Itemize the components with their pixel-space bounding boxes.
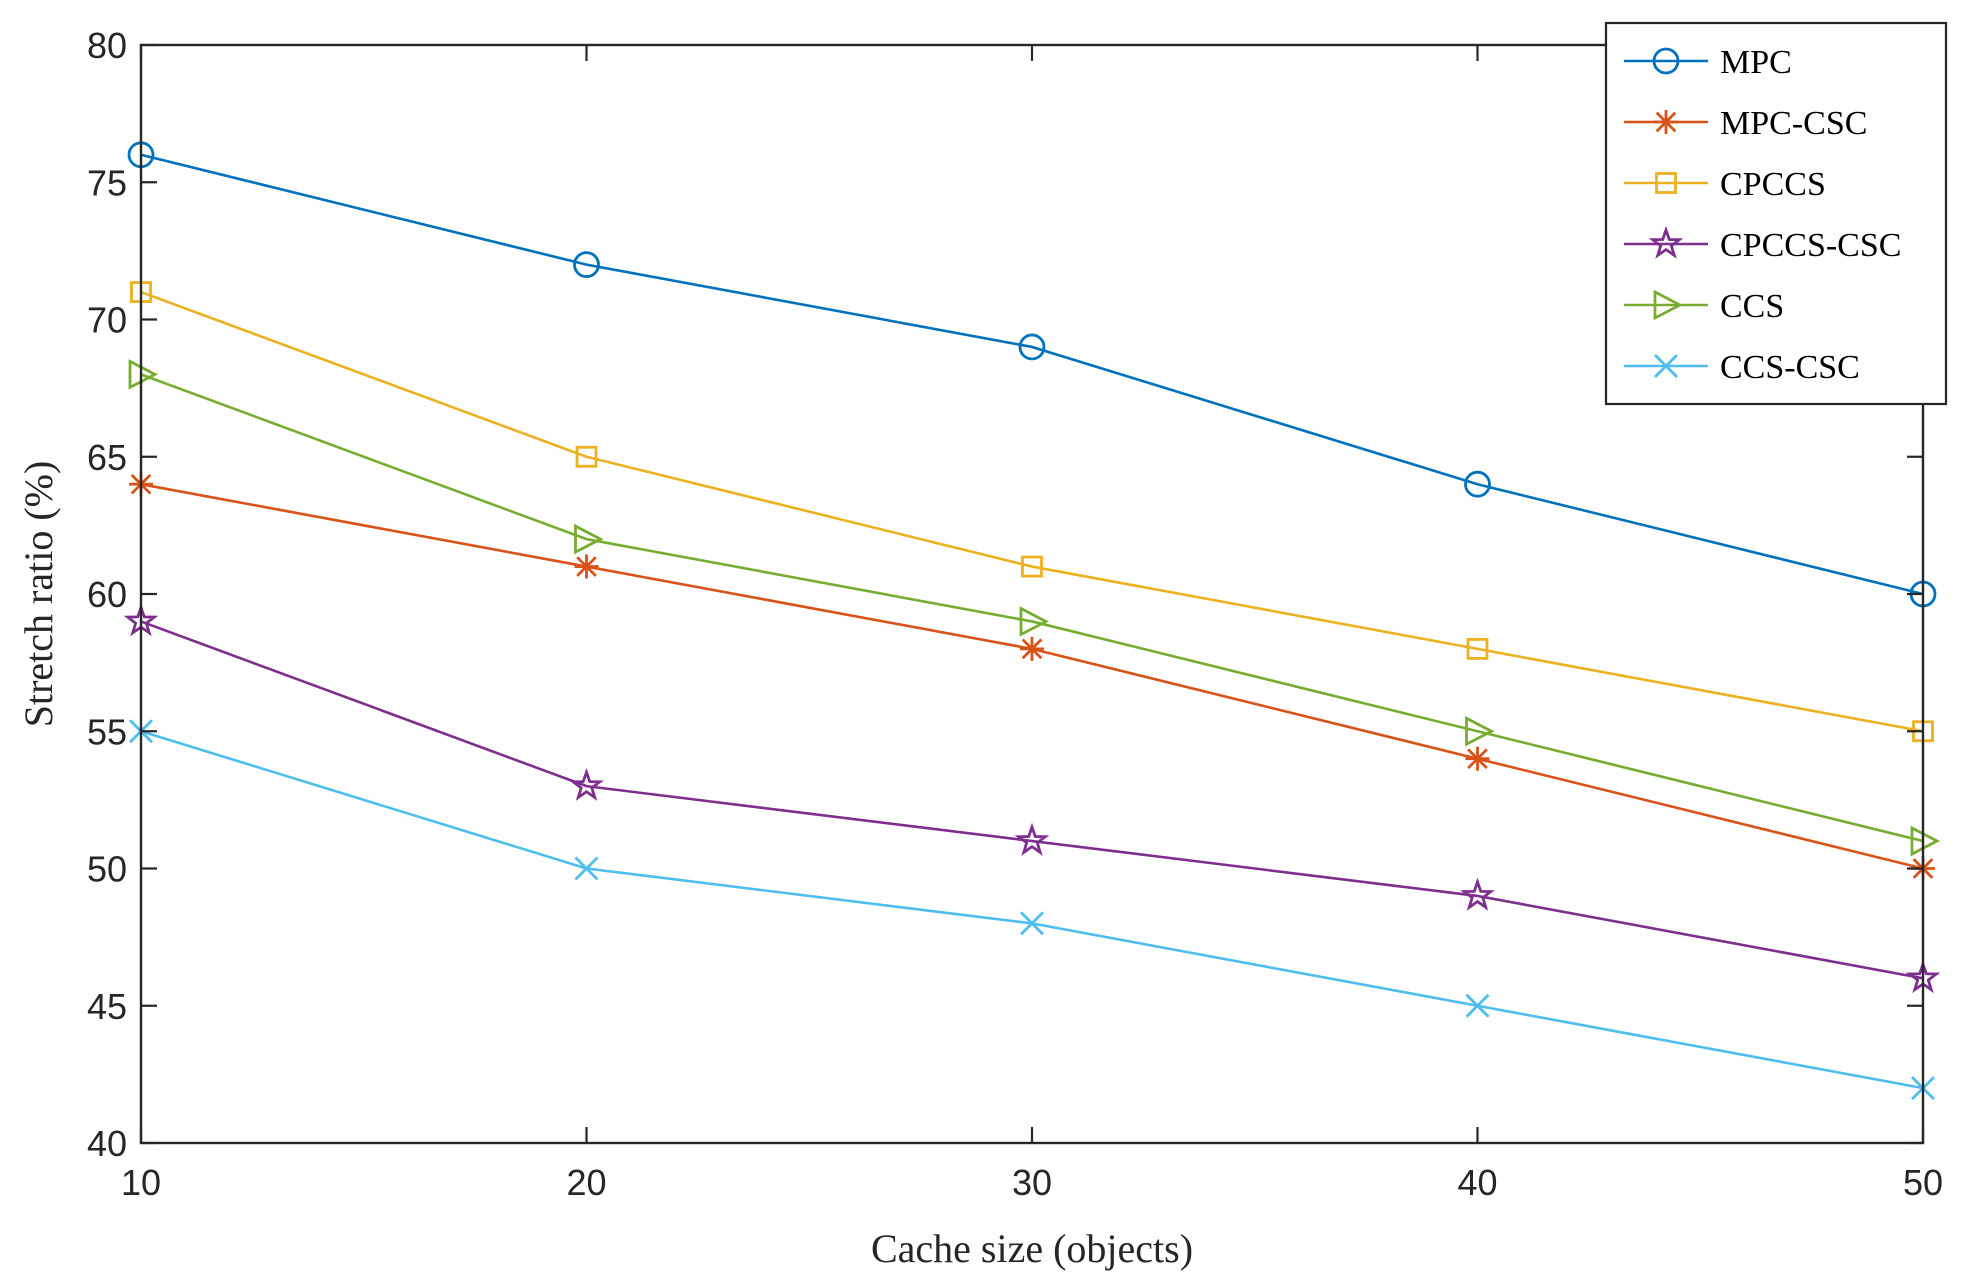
data-point-cpccs-30	[1021, 555, 1043, 578]
y-axis-title: Stretch ratio (%)	[16, 461, 61, 728]
legend-box	[1604, 21, 1948, 406]
legend-entry-mpc: MPC	[1624, 44, 1792, 81]
x-tick-label: 40	[1457, 1162, 1497, 1203]
data-point-ccs-50	[1910, 825, 1941, 857]
x-tick-label: 30	[1012, 1162, 1052, 1203]
data-point-ccs-20	[574, 523, 604, 555]
data-point-mpc-csc-30	[1020, 636, 1044, 661]
series-line-mpc	[140, 153, 1924, 596]
legend-label-ccs: CCS	[1720, 288, 1784, 325]
data-point-ccs-40	[1465, 715, 1495, 747]
series-line-ccs	[140, 373, 1924, 843]
axes: 10 20 30 40 50 40 45 50 55 60 65 70 75 80	[87, 25, 1943, 1203]
legend-marker-cpccs-csc	[1648, 225, 1684, 259]
x-tick-label: 20	[566, 1162, 606, 1203]
data-point-cpccs-csc-30	[1014, 822, 1050, 856]
legend-entry-ccs: CCS	[1624, 288, 1784, 325]
data-point-cpccs-40	[1466, 638, 1489, 660]
legend-entry-ccs-csc: CCS-CSC	[1624, 349, 1860, 386]
data-point-mpc-20	[573, 251, 600, 279]
y-tick-label: 65	[87, 437, 127, 478]
x-tick-label: 10	[121, 1162, 161, 1203]
x-axis-title: Cache size (objects)	[871, 1226, 1193, 1271]
data-point-cpccs-20	[575, 445, 598, 468]
data-point-ccs-csc-20	[574, 856, 599, 881]
legend-label-mpc-csc: MPC-CSC	[1720, 105, 1867, 142]
data-point-cpccs-csc-20	[569, 767, 604, 801]
y-tick-label: 50	[87, 849, 127, 890]
y-tick-label: 75	[87, 162, 127, 203]
y-tick-label: 55	[87, 711, 127, 752]
legend-label-cpccs: CPCCS	[1720, 166, 1826, 203]
data-point-ccs-csc-30	[1020, 911, 1044, 936]
data-point-ccs-10	[128, 359, 159, 390]
legend: MPC MPC-CSC CPCCS CPCCS-CSC CCS CCS-CSC	[1604, 21, 1948, 406]
y-tick-label: 60	[87, 574, 127, 615]
series-line-cpccs	[140, 290, 1924, 733]
y-tick-label: 70	[87, 300, 127, 341]
data-point-cpccs-csc-40	[1460, 877, 1495, 911]
series-ccs	[128, 359, 1941, 857]
data-point-mpc-csc-20	[574, 554, 599, 579]
y-tick-label: 40	[87, 1123, 127, 1164]
legend-label-cpccs-csc: CPCCS-CSC	[1720, 227, 1901, 264]
legend-entry-mpc-csc: MPC-CSC	[1624, 105, 1867, 142]
legend-marker-ccs-csc	[1654, 354, 1678, 378]
x-tick-label: 50	[1903, 1162, 1943, 1203]
data-point-mpc-csc-40	[1465, 746, 1490, 771]
series-cpccs-csc	[123, 603, 1941, 994]
legend-label-mpc: MPC	[1720, 44, 1792, 81]
data-point-mpc-40	[1464, 470, 1491, 498]
data-point-ccs-30	[1019, 606, 1050, 637]
legend-entry-cpccs-csc: CPCCS-CSC	[1624, 225, 1901, 264]
y-tick-label: 45	[87, 986, 127, 1027]
legend-marker-ccs	[1653, 289, 1684, 321]
data-point-mpc-30	[1018, 333, 1046, 361]
data-point-ccs-csc-40	[1465, 993, 1490, 1018]
series-line-cpccs-csc	[140, 620, 1924, 980]
legend-entry-cpccs: CPCCS	[1624, 166, 1826, 203]
legend-marker-cpccs	[1655, 172, 1677, 194]
legend-marker-mpc-csc	[1654, 110, 1678, 134]
legend-marker-mpc	[1652, 47, 1680, 75]
legend-label-ccs-csc: CCS-CSC	[1720, 349, 1860, 386]
y-tick-label: 80	[87, 25, 127, 66]
